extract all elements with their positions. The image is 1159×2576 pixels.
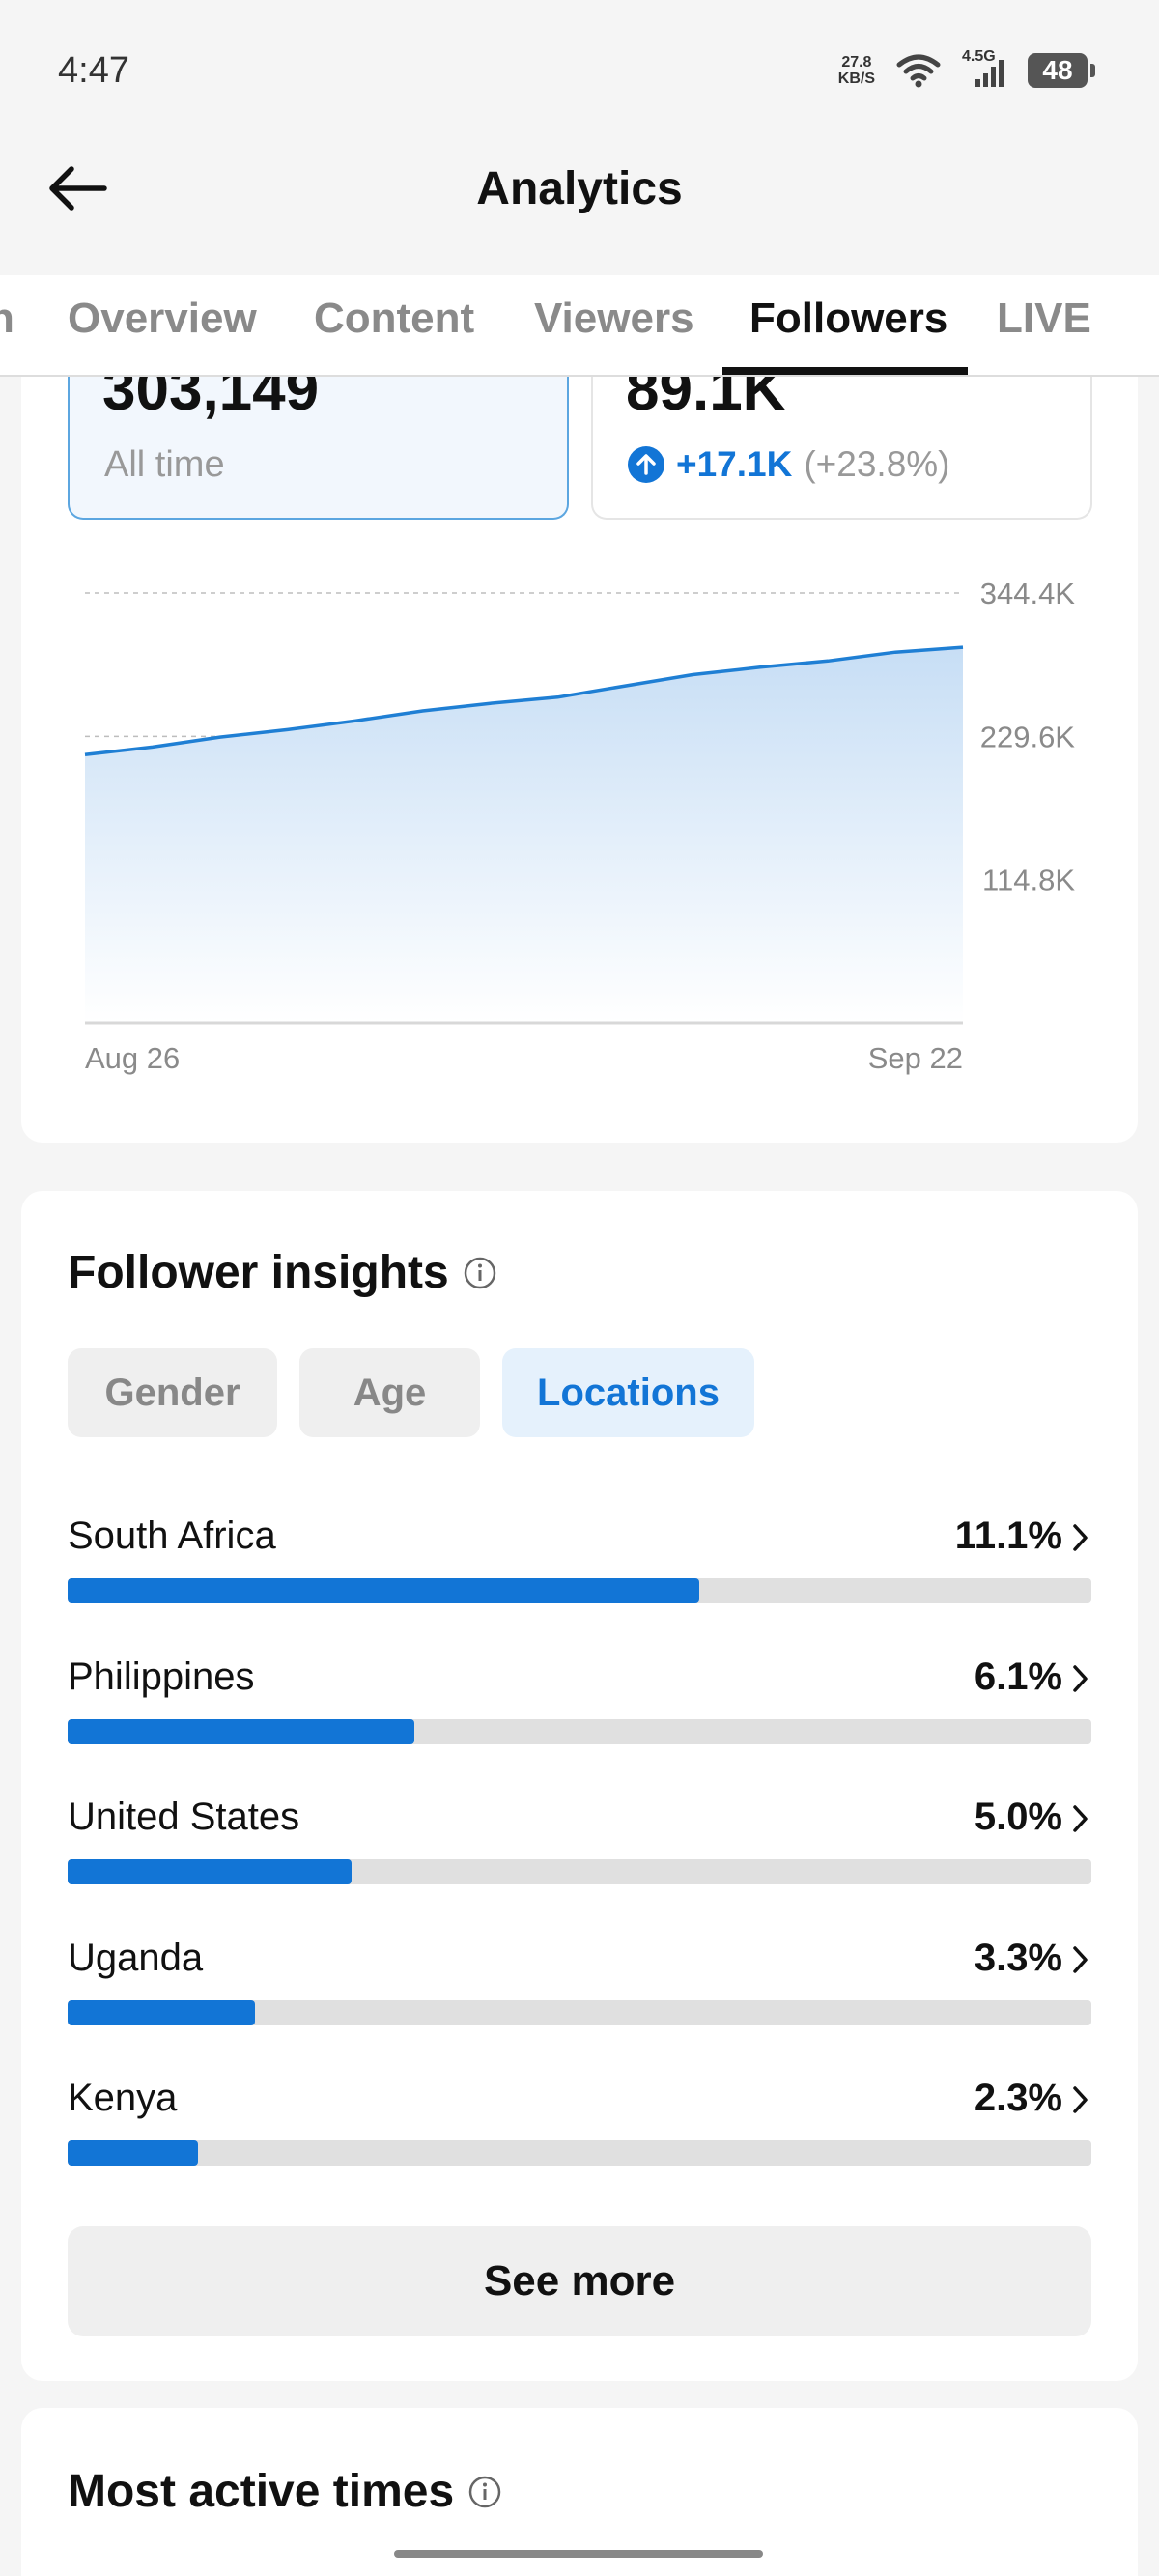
- location-row[interactable]: Uganda 3.3%: [68, 1937, 1091, 2043]
- network-speed: 27.8 KB/S: [838, 54, 875, 87]
- most-active-times-title: Most active times: [68, 2466, 455, 2517]
- location-percent: 11.1%: [954, 1514, 1062, 1557]
- info-icon[interactable]: [463, 1256, 497, 1290]
- most-active-times-card: [21, 2408, 1138, 2576]
- y-tick-label: 114.8K: [982, 863, 1075, 897]
- followers-chart[interactable]: 344.4K 229.6K 114.8K Aug 26 Sep 22: [0, 541, 1159, 1082]
- total-followers-stat[interactable]: 303,149 All time: [68, 377, 569, 520]
- location-name: Kenya: [68, 2077, 178, 2119]
- tab-viewers[interactable]: Viewers: [534, 295, 694, 342]
- chevron-right-icon: [1073, 2086, 1088, 2113]
- location-bar-track: [68, 1859, 1091, 1884]
- most-active-times-header: Most active times: [68, 2465, 502, 2518]
- location-row[interactable]: South Africa 11.1%: [68, 1514, 1091, 1621]
- location-name: Uganda: [68, 1936, 204, 1979]
- location-bar-track: [68, 2140, 1091, 2166]
- location-row[interactable]: Kenya 2.3%: [68, 2077, 1091, 2183]
- info-icon[interactable]: [467, 2475, 502, 2509]
- y-tick-label: 229.6K: [980, 720, 1076, 753]
- home-indicator[interactable]: [394, 2550, 763, 2558]
- tab-content[interactable]: Content: [314, 295, 475, 342]
- follower-growth-stat[interactable]: 89.1K +17.1K (+23.8%): [591, 377, 1092, 520]
- follower-insights-title: Follower insights: [68, 1247, 449, 1298]
- chevron-right-icon: [1073, 1805, 1088, 1832]
- growth-change-percent: (+23.8%): [804, 444, 950, 484]
- back-button[interactable]: [43, 159, 111, 217]
- followers-area-chart: 344.4K 229.6K 114.8K Aug 26 Sep 22: [84, 577, 1076, 1075]
- filter-locations[interactable]: Locations: [502, 1348, 754, 1437]
- tab-followers[interactable]: Followers: [749, 295, 948, 342]
- chevron-right-icon: [1073, 1945, 1088, 1973]
- location-row[interactable]: United States 5.0%: [68, 1796, 1091, 1902]
- location-bar-track: [68, 1718, 1091, 1744]
- location-bar-fill: [68, 1999, 256, 2025]
- location-percent: 5.0%: [974, 1796, 1062, 1838]
- signal-bars: [975, 60, 1004, 87]
- see-more-button[interactable]: See more: [68, 2226, 1091, 2336]
- location-name: Philippines: [68, 1655, 255, 1698]
- growth-change-value: +17.1K: [676, 444, 793, 484]
- active-tab-indicator: [722, 367, 968, 375]
- location-bar-track: [68, 1578, 1091, 1603]
- total-followers-value: 303,149: [102, 377, 320, 423]
- status-time: 4:47: [58, 50, 129, 91]
- status-bar: 4:47 27.8 KB/S 4.5G 48: [0, 0, 1159, 145]
- network-speed-unit: KB/S: [837, 71, 875, 87]
- wifi-icon: [896, 54, 941, 88]
- y-tick-label: 344.4K: [980, 577, 1076, 610]
- chart-line: [84, 645, 964, 756]
- location-percent: 2.3%: [974, 2077, 1062, 2119]
- arrow-left-icon: [49, 166, 107, 211]
- location-bar-fill: [68, 1859, 353, 1884]
- network-type: 4.5G: [962, 48, 996, 65]
- arrow-up-circle-icon: [628, 446, 664, 483]
- follower-insights-header: Follower insights: [68, 1246, 497, 1299]
- x-tick-label-end: Sep 22: [868, 1041, 963, 1075]
- location-name: United States: [68, 1796, 300, 1838]
- filter-age[interactable]: Age: [299, 1348, 480, 1437]
- chart-area-fill: [85, 647, 963, 1023]
- follower-growth-value: 89.1K: [626, 377, 786, 423]
- location-percent: 6.1%: [974, 1655, 1062, 1698]
- location-name: South Africa: [68, 1514, 276, 1557]
- filter-gender[interactable]: Gender: [68, 1348, 277, 1437]
- x-tick-label-start: Aug 26: [85, 1041, 180, 1075]
- tab-live[interactable]: LIVE: [997, 295, 1091, 342]
- app-bar: Analytics: [0, 145, 1159, 237]
- battery-indicator: 48: [1028, 53, 1095, 88]
- location-bar-fill: [68, 2140, 199, 2166]
- tab-partial[interactable]: n: [0, 295, 14, 343]
- signal-icon: 4.5G: [962, 48, 1006, 89]
- status-icons: 27.8 KB/S 4.5G 48: [838, 48, 1095, 89]
- tab-overview[interactable]: Overview: [68, 295, 257, 342]
- page-title: Analytics: [476, 163, 683, 214]
- follower-growth-change: +17.1K (+23.8%): [628, 444, 950, 485]
- location-bar-track: [68, 1999, 1091, 2025]
- chevron-right-icon: [1073, 1664, 1088, 1692]
- location-percent: 3.3%: [974, 1936, 1062, 1979]
- total-followers-label: All time: [104, 444, 225, 485]
- location-bar-fill: [68, 1578, 699, 1603]
- location-row[interactable]: Philippines 6.1%: [68, 1656, 1091, 1762]
- location-bar-fill: [68, 1718, 415, 1744]
- network-speed-value: 27.8: [841, 54, 872, 71]
- chevron-right-icon: [1073, 1524, 1088, 1551]
- tab-bar: n Overview Content Viewers Followers LIV…: [0, 275, 1159, 377]
